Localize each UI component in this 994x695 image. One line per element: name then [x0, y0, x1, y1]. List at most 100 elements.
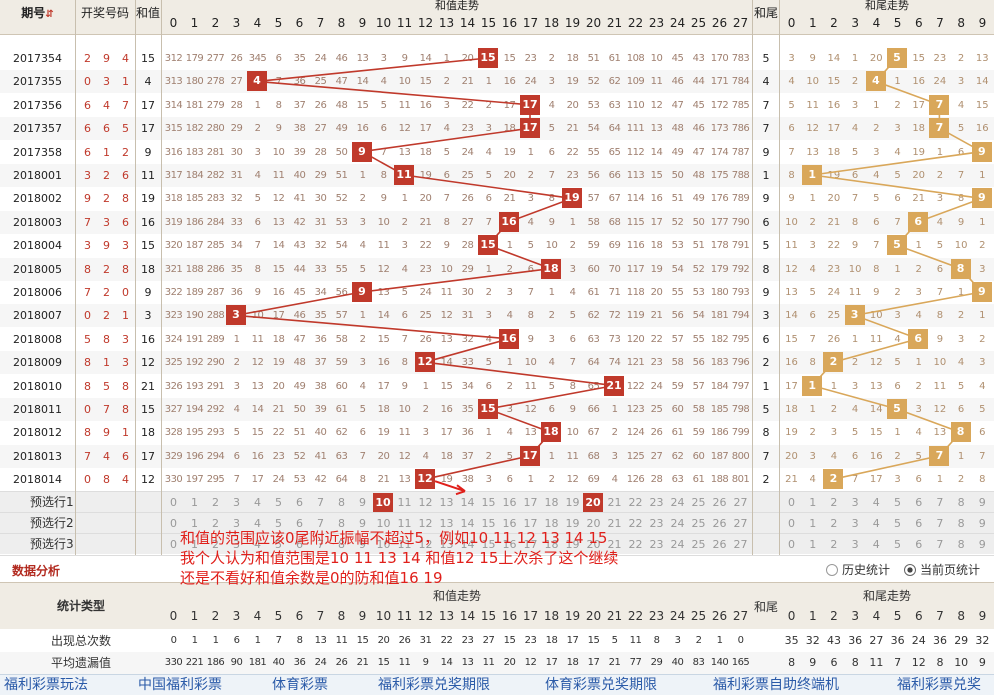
preselect-number[interactable]: 2: [212, 517, 219, 530]
preselect-number[interactable]: 7: [317, 517, 324, 530]
preselect-number[interactable]: 12: [418, 496, 433, 509]
preselect-number[interactable]: 17: [523, 538, 538, 551]
preselect-number[interactable]: 16: [502, 496, 517, 509]
preselect-number[interactable]: 1: [191, 517, 198, 530]
radio-current[interactable]: 当前页统计: [904, 561, 980, 578]
preselect-number[interactable]: 4: [254, 517, 261, 530]
preselect-number[interactable]: 21: [607, 538, 622, 551]
preselect-number[interactable]: 4: [254, 496, 261, 509]
preselect-number[interactable]: 12: [418, 538, 433, 551]
preselect-tail-number[interactable]: 3: [851, 517, 859, 530]
footer-link-2[interactable]: 中国福利彩票: [138, 677, 222, 693]
preselect-mark[interactable]: 10: [373, 493, 393, 512]
preselect-number[interactable]: 18: [544, 538, 559, 551]
preselect-tail-number[interactable]: 2: [830, 538, 838, 551]
preselect-number[interactable]: 14: [460, 538, 475, 551]
preselect-number[interactable]: 19: [565, 496, 580, 509]
preselect-number[interactable]: 8: [338, 496, 345, 509]
preselect-tail-number[interactable]: 3: [851, 496, 859, 509]
preselect-tail-number[interactable]: 3: [851, 538, 859, 551]
preselect-number[interactable]: 8: [338, 538, 345, 551]
preselect-number[interactable]: 7: [317, 496, 324, 509]
preselect-number[interactable]: 25: [691, 538, 706, 551]
preselect-number[interactable]: 22: [628, 496, 643, 509]
preselect-number[interactable]: 4: [254, 538, 261, 551]
preselect-tail-number[interactable]: 4: [872, 496, 880, 509]
preselect-number[interactable]: 25: [691, 496, 706, 509]
preselect-number[interactable]: 18: [544, 517, 559, 530]
preselect-number[interactable]: 13: [439, 496, 454, 509]
footer-link-5[interactable]: 体育彩票兑奖期限: [545, 677, 657, 693]
preselect-tail-number[interactable]: 1: [809, 538, 817, 551]
preselect-number[interactable]: 27: [733, 538, 748, 551]
preselect-number[interactable]: 26: [712, 496, 727, 509]
preselect-number[interactable]: 24: [670, 496, 685, 509]
footer-link-3[interactable]: 体育彩票: [272, 677, 328, 693]
sort-arrows-icon[interactable]: ⇵: [45, 9, 54, 20]
preselect-number[interactable]: 5: [275, 517, 282, 530]
preselect-number[interactable]: 23: [649, 496, 664, 509]
preselect-number[interactable]: 5: [275, 538, 282, 551]
preselect-number[interactable]: 10: [376, 517, 391, 530]
preselect-tail-number[interactable]: 9: [978, 538, 986, 551]
preselect-number[interactable]: 7: [317, 538, 324, 551]
preselect-tail-number[interactable]: 8: [957, 517, 965, 530]
preselect-number[interactable]: 15: [481, 538, 496, 551]
preselect-number[interactable]: 21: [607, 517, 622, 530]
preselect-number[interactable]: 3: [233, 517, 240, 530]
preselect-number[interactable]: 27: [733, 517, 748, 530]
preselect-tail-number[interactable]: 6: [915, 496, 923, 509]
preselect-number[interactable]: 21: [607, 496, 622, 509]
preselect-number[interactable]: 13: [439, 517, 454, 530]
preselect-number[interactable]: 11: [397, 496, 412, 509]
preselect-number[interactable]: 11: [397, 517, 412, 530]
preselect-number[interactable]: 3: [233, 496, 240, 509]
preselect-number[interactable]: 23: [649, 538, 664, 551]
preselect-tail-number[interactable]: 9: [978, 517, 986, 530]
preselect-tail-number[interactable]: 7: [936, 496, 944, 509]
preselect-number[interactable]: 1: [191, 538, 198, 551]
preselect-tail-number[interactable]: 2: [830, 517, 838, 530]
preselect-number[interactable]: 6: [296, 538, 303, 551]
preselect-number[interactable]: 5: [275, 496, 282, 509]
preselect-number[interactable]: 24: [670, 517, 685, 530]
preselect-tail-number[interactable]: 7: [936, 538, 944, 551]
radio-history[interactable]: 历史统计: [826, 561, 890, 578]
preselect-number[interactable]: 2: [212, 538, 219, 551]
preselect-tail-number[interactable]: 5: [894, 517, 901, 530]
preselect-number[interactable]: 1: [191, 496, 198, 509]
preselect-tail-number[interactable]: 0: [788, 496, 795, 509]
preselect-tail-number[interactable]: 4: [872, 538, 880, 551]
preselect-tail-number[interactable]: 5: [894, 538, 901, 551]
preselect-number[interactable]: 26: [712, 517, 727, 530]
preselect-number[interactable]: 20: [586, 538, 601, 551]
footer-link-4[interactable]: 福利彩票兑奖期限: [378, 677, 490, 693]
preselect-number[interactable]: 2: [212, 496, 219, 509]
preselect-tail-number[interactable]: 9: [978, 496, 986, 509]
preselect-number[interactable]: 15: [481, 496, 496, 509]
preselect-tail-number[interactable]: 7: [936, 517, 944, 530]
preselect-number[interactable]: 15: [481, 517, 496, 530]
preselect-number[interactable]: 16: [502, 538, 517, 551]
radio-checked-icon[interactable]: [904, 564, 916, 576]
preselect-number[interactable]: 6: [296, 517, 303, 530]
footer-link-6[interactable]: 福利彩票自助终端机: [713, 677, 839, 693]
preselect-tail-number[interactable]: 2: [830, 496, 838, 509]
footer-link-7[interactable]: 福利彩票兑奖: [897, 677, 981, 693]
preselect-number[interactable]: 26: [712, 538, 727, 551]
preselect-number[interactable]: 20: [586, 517, 601, 530]
preselect-tail-number[interactable]: 8: [957, 538, 965, 551]
preselect-number[interactable]: 14: [460, 517, 475, 530]
preselect-number[interactable]: 22: [628, 517, 643, 530]
period-header[interactable]: 期号⇵: [21, 6, 54, 20]
preselect-tail-number[interactable]: 4: [872, 517, 880, 530]
preselect-tail-number[interactable]: 0: [788, 517, 795, 530]
preselect-tail-number[interactable]: 8: [957, 496, 965, 509]
preselect-number[interactable]: 25: [691, 517, 706, 530]
preselect-number[interactable]: 19: [565, 538, 580, 551]
preselect-number[interactable]: 9: [359, 496, 366, 509]
preselect-number[interactable]: 22: [628, 538, 643, 551]
preselect-tail-number[interactable]: 6: [915, 538, 923, 551]
preselect-number[interactable]: 8: [338, 517, 345, 530]
preselect-number[interactable]: 17: [523, 517, 538, 530]
